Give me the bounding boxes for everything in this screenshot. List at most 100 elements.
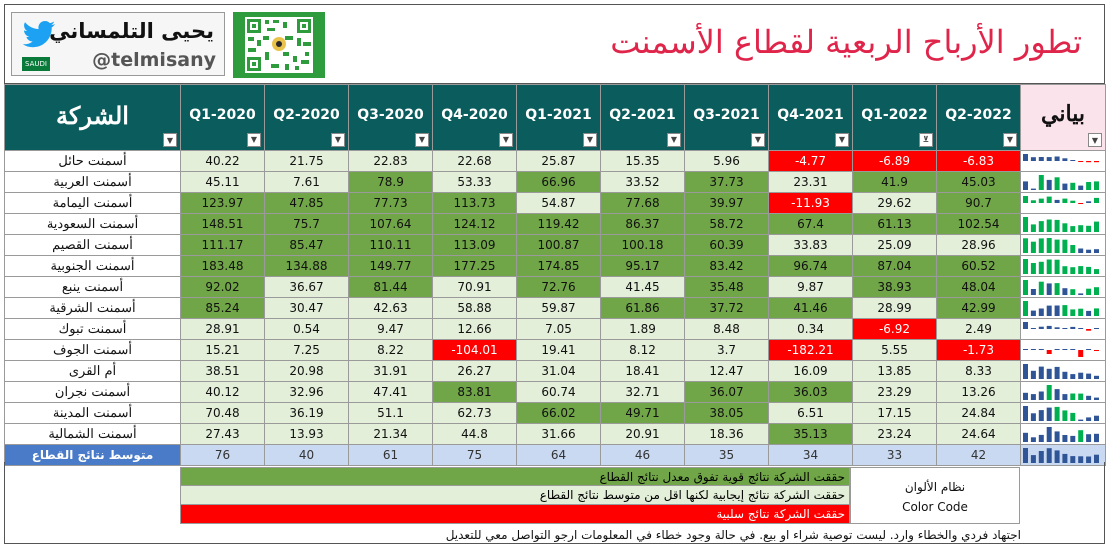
dropdown-arrow-icon[interactable]: ▼ bbox=[751, 133, 765, 147]
sparkline-cell bbox=[1020, 402, 1106, 424]
value-cell: 59.87 bbox=[516, 297, 601, 319]
quarter-header-label: Q3-2021 bbox=[693, 107, 760, 123]
company-name: أسمنت الجوف bbox=[4, 339, 181, 361]
brand-name: يحيى التلمساني bbox=[49, 19, 214, 43]
sparkline-header-label: بياني bbox=[1041, 101, 1085, 127]
sparkline-bar bbox=[1023, 258, 1028, 274]
sparkline-bar bbox=[1023, 279, 1028, 295]
sparkline-bar bbox=[1023, 216, 1028, 232]
sparkline-bar bbox=[1070, 225, 1076, 232]
value-cell: 22.83 bbox=[348, 150, 433, 172]
dropdown-arrow-icon[interactable]: ▼ bbox=[583, 133, 597, 147]
sparkline-bar bbox=[1086, 373, 1092, 379]
sparkline-bar bbox=[1038, 366, 1044, 379]
sparkline-chart bbox=[1023, 405, 1099, 421]
value-cell: 102.54 bbox=[936, 213, 1021, 235]
value-cell: 15.21 bbox=[180, 339, 265, 361]
sparkline-bar bbox=[1054, 239, 1060, 253]
dropdown-arrow-icon[interactable]: ▼ bbox=[499, 133, 513, 147]
company-name: أسمنت الشمالية bbox=[4, 423, 181, 445]
value-cell: 66.96 bbox=[516, 171, 601, 193]
sparkline-bar bbox=[1038, 237, 1044, 253]
value-cell: 60.74 bbox=[516, 381, 601, 403]
table-row: أسمنت ينبع 92.02 36.67 81.44 70.91 72.76 41.45… bbox=[4, 276, 1106, 298]
sparkline-bar bbox=[1030, 262, 1036, 274]
sparkline-bar bbox=[1094, 397, 1099, 400]
sparkline-chart bbox=[1023, 258, 1099, 274]
value-cell: 18.36 bbox=[684, 423, 769, 445]
sparkline-bar bbox=[1023, 405, 1028, 421]
table-row: أسمنت الشرقية 85.24 30.47 42.63 58.88 59.87 61… bbox=[4, 297, 1106, 319]
value-cell: 70.91 bbox=[432, 276, 517, 298]
table-row: أسمنت اليمامة 123.97 47.85 77.73 113.73 54.87… bbox=[4, 192, 1106, 214]
sparkline-bar bbox=[1023, 363, 1028, 379]
sparkline-bar bbox=[1054, 449, 1060, 463]
sparkline-bar bbox=[1086, 160, 1092, 162]
qr-code-icon bbox=[233, 12, 325, 78]
sparkline-cell bbox=[1020, 234, 1106, 256]
sparkline-bar bbox=[1030, 393, 1036, 400]
value-cell: 13.85 bbox=[852, 360, 937, 382]
value-cell: 8.33 bbox=[936, 360, 1021, 382]
dropdown-arrow-icon[interactable]: ▼ bbox=[667, 133, 681, 147]
value-cell: 66.02 bbox=[516, 402, 601, 424]
average-cell: 40 bbox=[264, 444, 349, 466]
sparkline-chart bbox=[1023, 279, 1099, 295]
value-cell: 54.87 bbox=[516, 192, 601, 214]
sparkline-bar bbox=[1062, 393, 1068, 400]
sparkline-bar bbox=[1046, 384, 1052, 400]
value-cell: 95.17 bbox=[600, 255, 685, 277]
value-cell: -1.73 bbox=[936, 339, 1021, 361]
sparkline-bar bbox=[1046, 368, 1052, 379]
legend-positive: حققت الشركة نتائج إيجابية لكنها اقل من م… bbox=[180, 486, 850, 505]
table-row: أم القرى 38.51 20.98 31.91 26.27 31.04 18.41 12… bbox=[4, 360, 1106, 382]
table-row: أسمنت نجران 40.12 32.96 47.41 83.81 60.74 32.7… bbox=[4, 381, 1106, 403]
sparkline-bar bbox=[1030, 199, 1036, 203]
dropdown-arrow-icon[interactable]: ▼ bbox=[247, 133, 261, 147]
dropdown-arrow-icon[interactable]: ▼ bbox=[331, 133, 345, 147]
sparkline-bar bbox=[1038, 326, 1044, 329]
sparkline-bar bbox=[1086, 433, 1092, 442]
sparkline-bar bbox=[1030, 327, 1036, 329]
company-name: أسمنت ينبع bbox=[4, 276, 181, 298]
value-cell: 2.49 bbox=[936, 318, 1021, 340]
sparkline-bar bbox=[1086, 288, 1092, 295]
sparkline-bar bbox=[1086, 200, 1092, 203]
sparkline-bar bbox=[1070, 435, 1076, 442]
value-cell: 81.44 bbox=[348, 276, 433, 298]
sparkline-bar bbox=[1078, 185, 1084, 190]
dropdown-arrow-icon[interactable]: ▼ bbox=[835, 133, 849, 147]
sparkline-bar bbox=[1094, 197, 1099, 203]
dropdown-arrow-icon[interactable]: ▼ bbox=[415, 133, 429, 147]
value-cell: 49.71 bbox=[600, 402, 685, 424]
average-cell: 75 bbox=[432, 444, 517, 466]
filter-icon[interactable]: ⊻ bbox=[919, 133, 933, 147]
sparkline-bar bbox=[1070, 266, 1076, 274]
table-row: أسمنت تبوك 28.91 0.54 9.47 12.66 7.05 1.89 8.48… bbox=[4, 318, 1106, 340]
value-cell: 38.05 bbox=[684, 402, 769, 424]
sparkline-cell bbox=[1020, 423, 1106, 445]
table-row: أسمنت العربية 45.11 7.61 78.9 53.33 66.96 33.5… bbox=[4, 171, 1106, 193]
table-row: أسمنت السعودية 148.51 75.7 107.64 124.12 119.… bbox=[4, 213, 1106, 235]
sparkline-bar bbox=[1086, 348, 1092, 350]
quarter-header-label: Q4-2021 bbox=[777, 107, 844, 123]
value-cell: 30.47 bbox=[264, 297, 349, 319]
average-cell: 35 bbox=[684, 444, 769, 466]
value-cell: 20.98 bbox=[264, 360, 349, 382]
value-cell: 58.72 bbox=[684, 213, 769, 235]
dropdown-arrow-icon[interactable]: ▼ bbox=[163, 133, 177, 147]
value-cell: 35.13 bbox=[768, 423, 853, 445]
value-cell: 148.51 bbox=[180, 213, 265, 235]
dropdown-arrow-icon[interactable]: ▼ bbox=[1088, 133, 1102, 147]
sparkline-bar bbox=[1054, 430, 1060, 442]
sparkline-bar bbox=[1038, 174, 1044, 190]
quarter-header: Q1-2021 ▼ bbox=[516, 84, 601, 151]
value-cell: 42.99 bbox=[936, 297, 1021, 319]
disclaimer: اجتهاد فردي والخطاء وارد. ليست توصية شرا… bbox=[445, 528, 1021, 542]
quarter-header-label: Q3-2020 bbox=[357, 107, 424, 123]
dropdown-arrow-icon[interactable]: ▼ bbox=[1003, 133, 1017, 147]
value-cell: 87.04 bbox=[852, 255, 937, 277]
quarter-header: Q2-2020 ▼ bbox=[264, 84, 349, 151]
sparkline-bar bbox=[1094, 286, 1099, 295]
value-cell: 85.47 bbox=[264, 234, 349, 256]
